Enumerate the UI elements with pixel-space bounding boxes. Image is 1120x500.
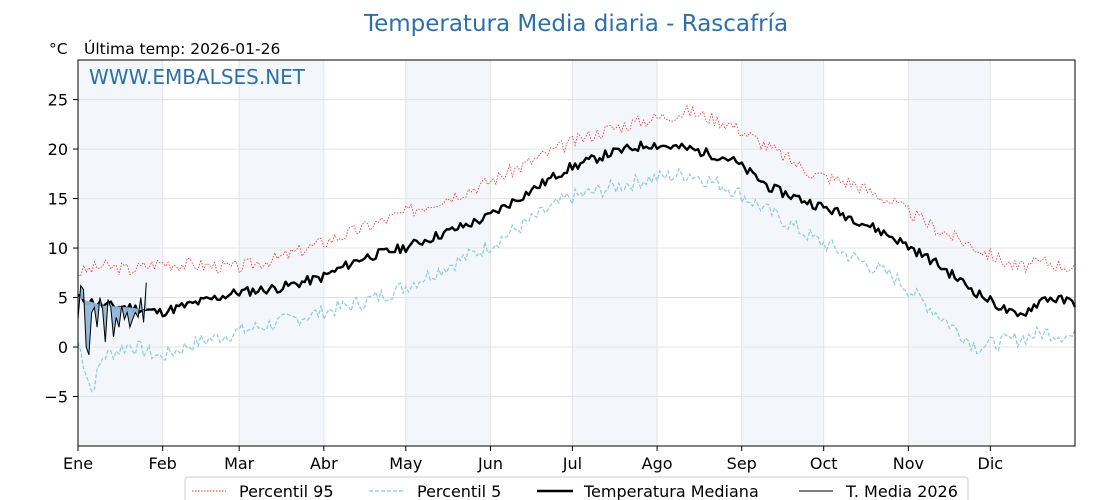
x-tick-label: Feb [149,454,177,473]
x-tick-label: Dic [978,454,1004,473]
series-layer [77,104,1077,393]
series-percentil-5 [77,167,1076,393]
x-tick-label: Ene [63,454,93,473]
month-band-mar [239,60,324,446]
x-tick-label: Jul [562,454,582,473]
month-band-sep [741,60,824,446]
legend-label: Percentil 95 [239,482,334,500]
y-axis: 25 20 15 10 5 0 −5 [44,91,78,407]
x-tick-label: Ago [642,454,673,473]
month-band-may [405,60,491,446]
legend-label: Temperatura Mediana [583,482,759,500]
y-tick-label: 20 [48,140,68,159]
x-axis: Ene Feb Mar Abr May Jun Jul Ago Sep Oct Nov Dic [63,446,1003,473]
series-percentil-95 [77,104,1076,277]
y-tick-label: 10 [48,239,68,258]
x-tick-label: Abr [310,454,338,473]
month-band-nov [908,60,991,446]
x-tick-label: Mar [224,454,255,473]
chart-title: Temperatura Media diaria - Rascafría [363,11,788,37]
legend-box [184,476,969,500]
series-temperatura-mediana [77,140,1077,318]
y-tick-label: 5 [58,289,68,308]
plot-frame [77,59,1076,447]
last-temp-label: Última temp: 2026-01-26 [84,39,280,58]
x-tick-label: Sep [727,454,757,473]
y-tick-label: 15 [48,190,68,209]
month-band-ene [78,60,163,446]
legend-label: Percentil 5 [417,482,501,500]
y-tick-label: −5 [44,388,68,407]
x-tick-label: Jun [477,454,503,473]
unit-label: °C [49,40,68,58]
x-tick-label: Oct [810,454,838,473]
month-shading [78,60,991,446]
watermark: WWW.EMBALSES.NET [89,65,306,89]
legend-label: T. Media 2026 [845,482,958,500]
x-tick-label: Nov [893,454,924,473]
y-tick-label: 25 [48,91,68,110]
series-t-media-2026 [77,282,147,356]
month-band-jul [572,60,658,446]
x-tick-label: May [389,454,422,473]
legend: Percentil 95 Percentil 5 Temperatura Media… [184,476,969,500]
y-tick-label: 0 [58,338,68,357]
